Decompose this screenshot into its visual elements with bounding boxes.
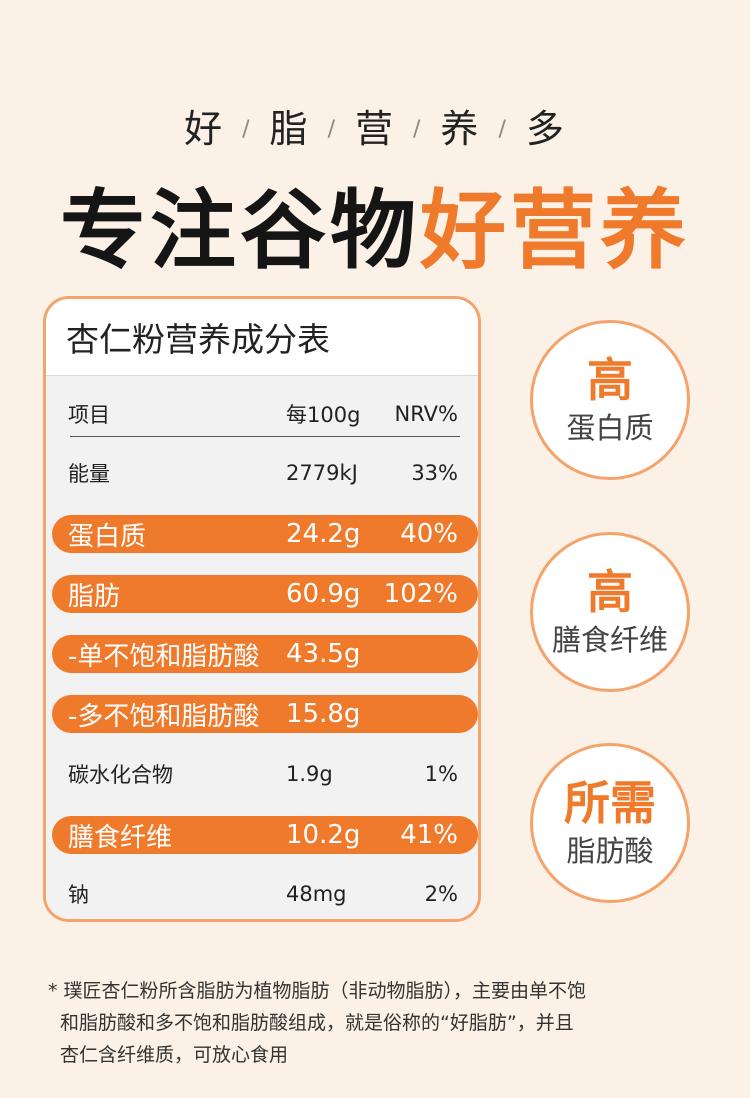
nutrition-table-title: 杏仁粉营养成分表 <box>46 299 478 376</box>
tagline: 好 / 脂 / 营 / 养 / 多 <box>0 98 750 153</box>
nutrition-table: 杏仁粉营养成分表 项目 每100g NRV% 能量 2779kJ 33% 蛋白质… <box>43 296 481 922</box>
row-item: 蛋白质 <box>68 521 147 552</box>
row-nrv: 2% <box>424 882 458 906</box>
badge-small-text: 膳食纤维 <box>551 623 668 657</box>
tagline-separator: / <box>327 117 337 142</box>
table-row: 钠 48mg 2% <box>46 874 478 914</box>
tagline-char: 养 <box>440 107 481 151</box>
tagline-char: 营 <box>354 107 395 151</box>
row-item: -多不饱和脂肪酸 <box>68 701 260 732</box>
footnote-line: 和脂肪酸和多不饱和脂肪酸组成，就是俗称的“好脂肪”，并且 <box>60 1012 574 1034</box>
row-value: 15.8g <box>286 699 361 729</box>
footnote: * 璞匠杏仁粉所含脂肪为植物脂肪（非动物脂肪），主要由单不饱 和脂肪酸和多不饱和… <box>48 975 688 1071</box>
row-item: 脂肪 <box>68 581 121 612</box>
row-nrv: 41% <box>400 820 458 850</box>
tagline-char: 好 <box>184 107 225 151</box>
tagline-char: 脂 <box>269 107 310 151</box>
tagline-char: 多 <box>525 107 566 151</box>
headline: 专注谷物好营养 <box>0 160 750 285</box>
badge-small-text: 脂肪酸 <box>566 834 654 868</box>
row-nrv: 40% <box>400 519 458 549</box>
row-value: 24.2g <box>286 519 361 549</box>
badge-big-text: 高 <box>587 353 633 407</box>
badge-big-text: 高 <box>587 565 633 619</box>
row-nrv: 102% <box>383 579 458 609</box>
header-divider <box>70 436 460 437</box>
row-value: 48mg <box>286 882 347 906</box>
table-row-highlight: 膳食纤维 10.2g 41% <box>52 816 478 854</box>
tagline-separator: / <box>242 117 252 142</box>
badge-big-text: 所需 <box>564 776 656 830</box>
badge-high-fiber: 高 膳食纤维 <box>530 532 690 692</box>
badge-high-protein: 高 蛋白质 <box>530 320 690 480</box>
footnote-line: 杏仁含纤维质，可放心食用 <box>60 1044 289 1066</box>
row-value: 60.9g <box>286 579 361 609</box>
header-nrv: NRV% <box>394 402 458 426</box>
table-row-highlight: -多不饱和脂肪酸 15.8g <box>52 695 478 733</box>
table-row-highlight: 脂肪 60.9g 102% <box>52 575 478 613</box>
row-value: 2779kJ <box>286 461 358 485</box>
row-item: 能量 <box>68 462 110 486</box>
row-item: -单不饱和脂肪酸 <box>68 641 260 672</box>
row-nrv: 1% <box>424 762 458 786</box>
table-header-row: 项目 每100g NRV% <box>46 394 478 434</box>
row-item: 钠 <box>68 883 89 907</box>
tagline-separator: / <box>498 117 508 142</box>
row-nrv: 33% <box>411 461 458 485</box>
table-row-highlight: -单不饱和脂肪酸 43.5g <box>52 635 478 673</box>
tagline-separator: / <box>413 117 423 142</box>
table-row-highlight: 蛋白质 24.2g 40% <box>52 515 478 553</box>
footnote-line: * 璞匠杏仁粉所含脂肪为植物脂肪（非动物脂肪），主要由单不饱 <box>48 980 587 1002</box>
row-item: 膳食纤维 <box>68 822 173 853</box>
row-item: 碳水化合物 <box>68 763 173 787</box>
row-value: 1.9g <box>286 762 333 786</box>
row-value: 43.5g <box>286 639 361 669</box>
row-value: 10.2g <box>286 820 361 850</box>
table-row: 能量 2779kJ 33% <box>46 453 478 493</box>
table-row: 碳水化合物 1.9g 1% <box>46 754 478 794</box>
header-per100g: 每100g <box>286 403 361 427</box>
headline-orange: 好营养 <box>420 181 690 281</box>
badge-fatty-acid: 所需 脂肪酸 <box>530 743 690 903</box>
headline-black: 专注谷物 <box>60 181 420 281</box>
header-item: 项目 <box>68 403 110 427</box>
badge-small-text: 蛋白质 <box>566 411 654 445</box>
